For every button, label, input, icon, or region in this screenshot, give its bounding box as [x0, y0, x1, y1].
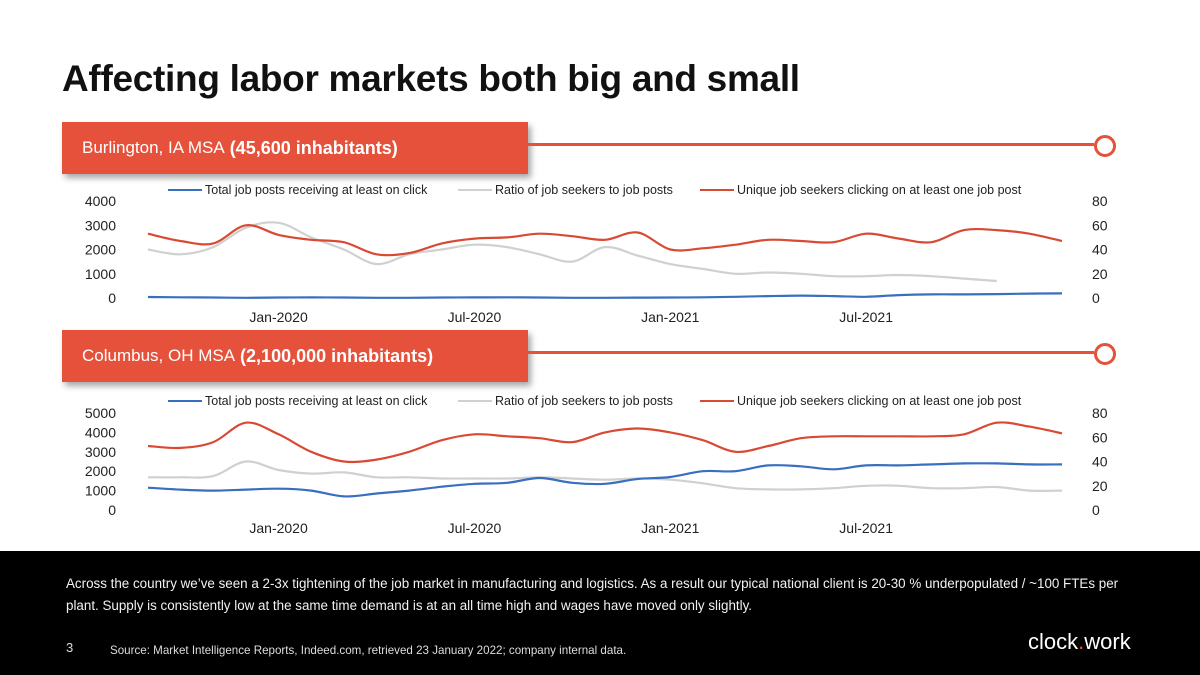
- y-right-tick-label: 20: [1092, 266, 1108, 282]
- legend-label: Ratio of job seekers to job posts: [495, 183, 673, 197]
- banner-label: Burlington, IA MSA: [82, 138, 225, 157]
- banner-population: (45,600 inhabitants): [229, 137, 398, 158]
- x-tick-label: Jul-2020: [448, 520, 502, 536]
- banner-population: (2,100,000 inhabitants): [240, 345, 434, 366]
- y-left-tick-label: 4000: [85, 193, 116, 209]
- series-line: [147, 421, 1063, 464]
- y-right-tick-label: 0: [1092, 290, 1100, 306]
- y-left-tick-label: 0: [108, 502, 116, 518]
- clockwork-logo: clock.work: [1028, 629, 1131, 654]
- series-line: [147, 292, 1063, 299]
- legend-label: Total job posts receiving at least on cl…: [205, 183, 428, 197]
- banner-connector-line: [528, 351, 1094, 354]
- series-line: [147, 224, 1063, 257]
- y-left-tick-label: 3000: [85, 444, 116, 460]
- legend-label: Total job posts receiving at least on cl…: [205, 394, 428, 408]
- y-right-tick-label: 40: [1092, 454, 1108, 470]
- banner-columbus: Columbus, OH MSA (2,100,000 inhabitants): [62, 330, 528, 382]
- source-note: Source: Market Intelligence Reports, Ind…: [110, 644, 627, 657]
- y-right-tick-label: 80: [1092, 193, 1108, 209]
- x-tick-label: Jul-2021: [839, 520, 893, 536]
- series-line: [147, 460, 1063, 492]
- y-left-tick-label: 3000: [85, 217, 116, 233]
- series-line: [147, 221, 997, 283]
- columbus-chart: Total job posts receiving at least on cl…: [85, 394, 1108, 536]
- legend-label: Unique job seekers clicking on at least …: [737, 394, 1022, 408]
- x-tick-label: Jul-2021: [839, 309, 893, 325]
- x-tick-label: Jan-2020: [249, 309, 308, 325]
- page-number: 3: [66, 640, 74, 655]
- y-right-tick-label: 0: [1092, 502, 1100, 518]
- burlington-chart: Total job posts receiving at least on cl…: [85, 183, 1108, 325]
- legend-label: Ratio of job seekers to job posts: [495, 394, 673, 408]
- y-left-tick-label: 5000: [85, 405, 116, 421]
- x-tick-label: Jul-2020: [448, 309, 502, 325]
- y-left-tick-label: 4000: [85, 424, 116, 440]
- y-right-tick-label: 60: [1092, 217, 1108, 233]
- x-tick-label: Jan-2021: [641, 520, 700, 536]
- banner-label: Columbus, OH MSA: [82, 346, 236, 365]
- banner-end-circle: [1094, 135, 1116, 157]
- y-left-tick-label: 1000: [85, 266, 116, 282]
- legend-label: Unique job seekers clicking on at least …: [737, 183, 1022, 197]
- y-right-tick-label: 80: [1092, 405, 1108, 421]
- series-line: [147, 462, 1063, 498]
- y-right-tick-label: 40: [1092, 242, 1108, 258]
- y-left-tick-label: 1000: [85, 483, 116, 499]
- x-tick-label: Jan-2021: [641, 309, 700, 325]
- y-right-tick-label: 20: [1092, 478, 1108, 494]
- footer-summary: Across the country we’ve seen a 2-3x tig…: [66, 576, 1119, 613]
- page-title: Affecting labor markets both big and sma…: [62, 58, 800, 99]
- y-left-tick-label: 0: [108, 290, 116, 306]
- y-right-tick-label: 60: [1092, 429, 1108, 445]
- y-left-tick-label: 2000: [85, 242, 116, 258]
- banner-connector-line: [528, 143, 1094, 146]
- x-tick-label: Jan-2020: [249, 520, 308, 536]
- y-left-tick-label: 2000: [85, 463, 116, 479]
- footer-band: Across the country we’ve seen a 2-3x tig…: [0, 551, 1200, 675]
- banner-end-circle: [1094, 343, 1116, 365]
- banner-burlington: Burlington, IA MSA (45,600 inhabitants): [62, 122, 528, 174]
